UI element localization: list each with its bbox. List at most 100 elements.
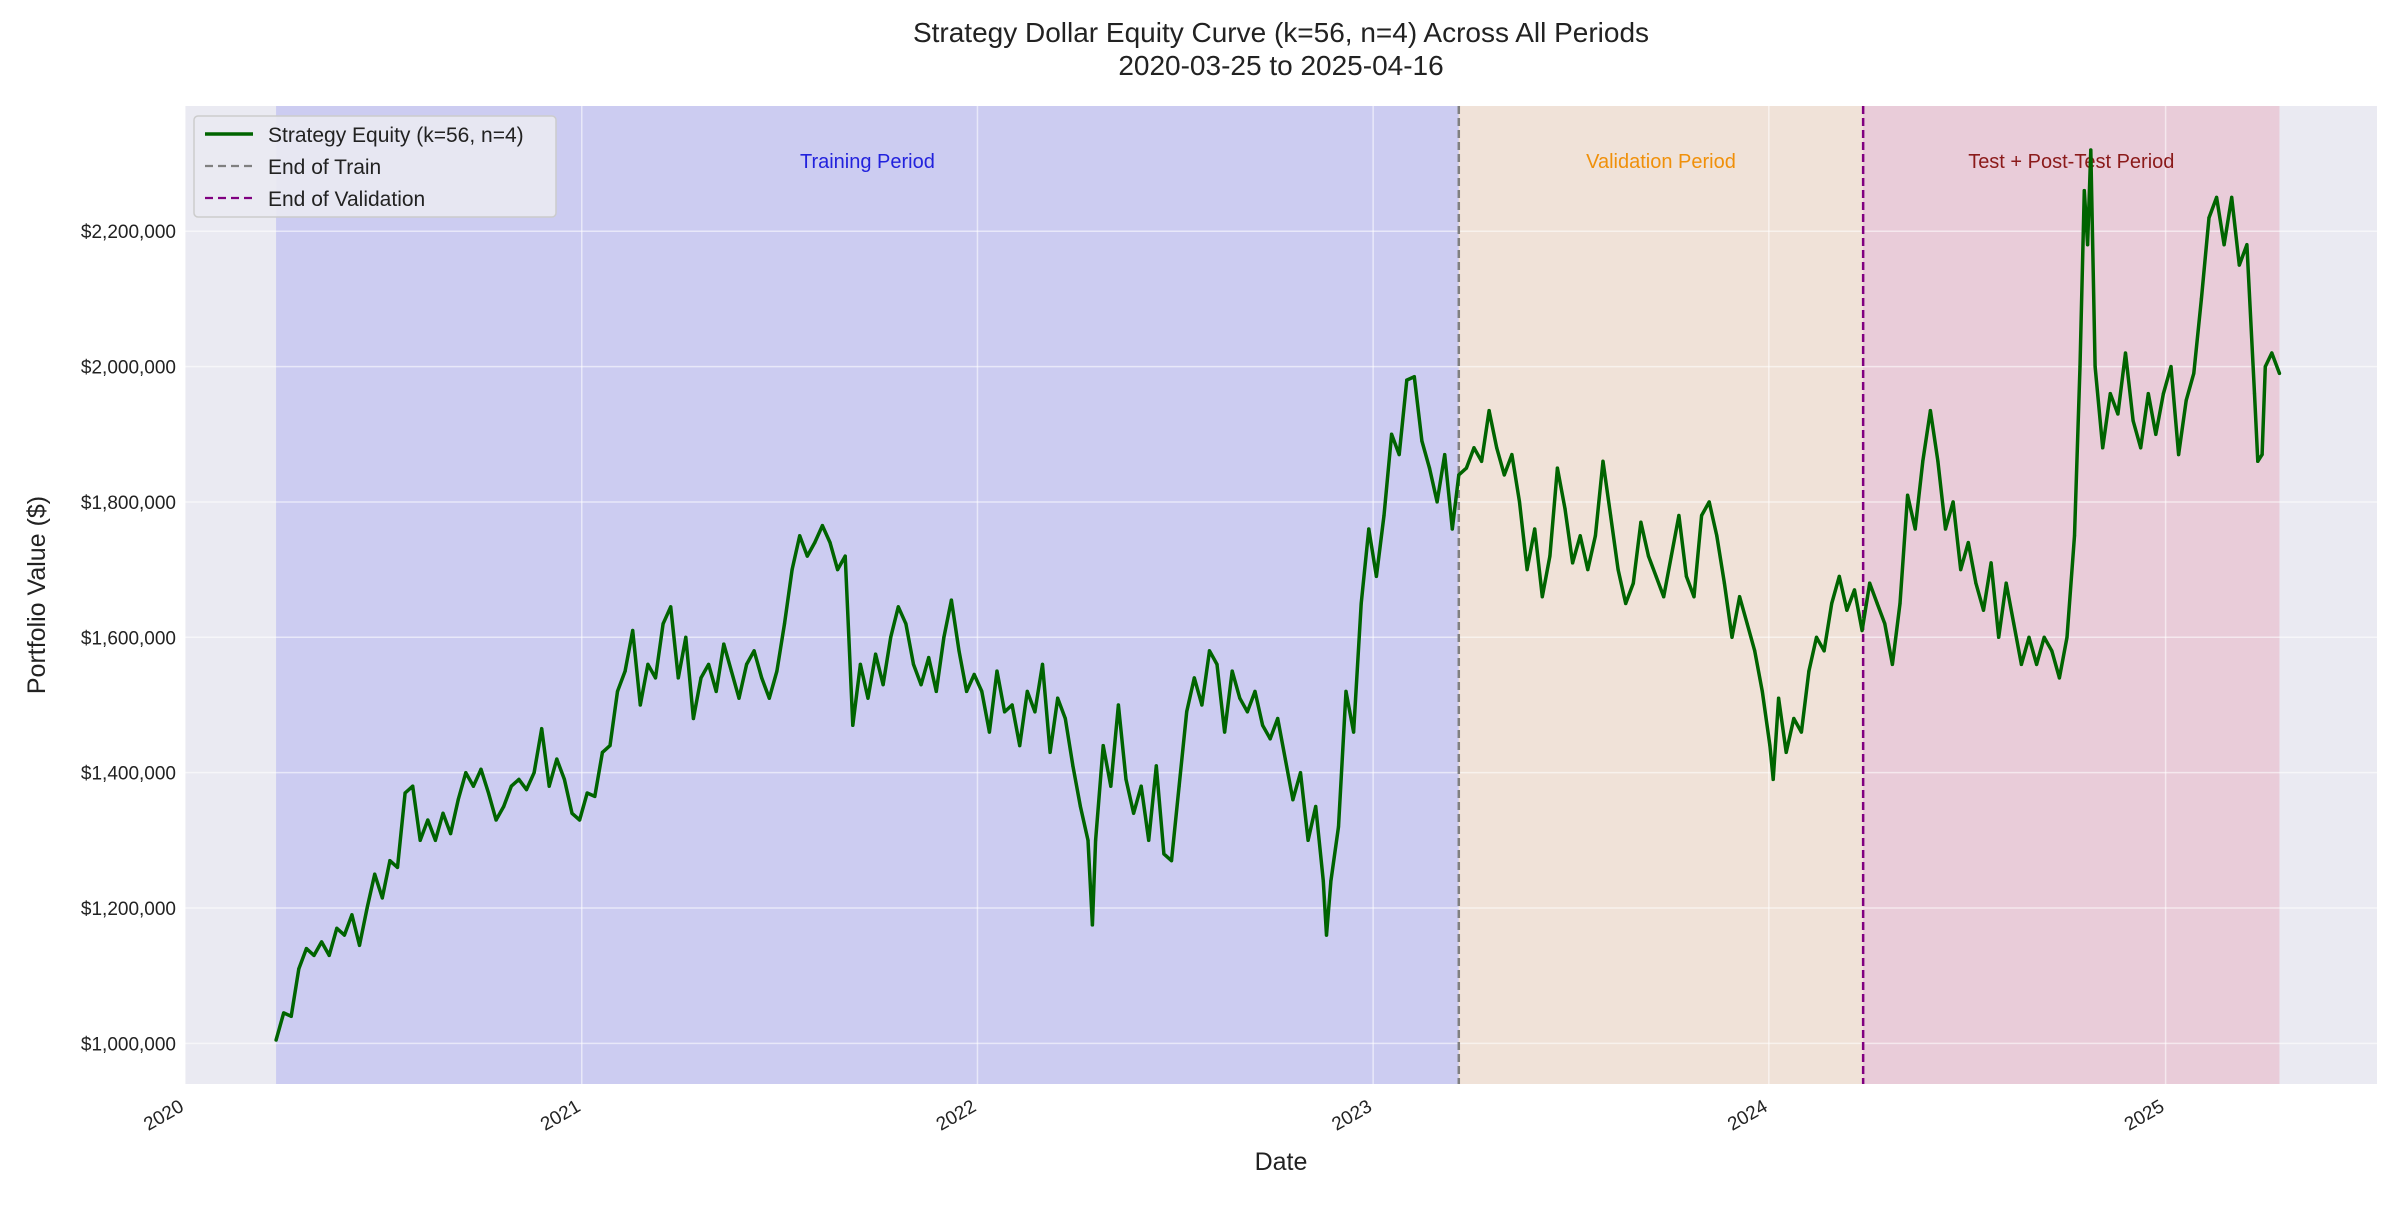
- data-point-0-29: [494, 818, 498, 822]
- data-point-0-221: [1928, 408, 1932, 413]
- data-point-0-70: [805, 554, 809, 558]
- data-point-0-4: [304, 947, 309, 951]
- data-point-0-18: [411, 784, 415, 788]
- data-point-0-243: [2085, 243, 2090, 247]
- data-point-0-105: [1071, 764, 1075, 768]
- data-point-0-125: [1215, 662, 1219, 666]
- data-point-0-2: [289, 1014, 293, 1018]
- data-point-0-210: [1845, 608, 1849, 612]
- data-point-0-102: [1048, 750, 1052, 754]
- data-point-0-172: [1563, 507, 1567, 511]
- data-point-0-179: [1616, 568, 1620, 572]
- data-point-0-162: [1487, 408, 1491, 413]
- data-point-0-3: [297, 967, 301, 971]
- data-point-0-244: [2089, 148, 2093, 152]
- data-point-0-36: [547, 784, 551, 788]
- data-point-0-23: [448, 831, 453, 836]
- legend-label-end-train: End of Train: [268, 156, 381, 179]
- data-point-0-181: [1631, 581, 1635, 585]
- data-point-0-38: [562, 777, 567, 782]
- y-tick-label-3: $1,600,000: [81, 628, 176, 649]
- data-point-0-97: [1010, 703, 1014, 707]
- data-point-0-202: [1784, 750, 1788, 754]
- data-point-0-129: [1245, 710, 1249, 714]
- data-point-0-21: [433, 838, 438, 842]
- data-point-0-58: [714, 689, 718, 694]
- data-point-0-196: [1745, 622, 1749, 626]
- data-point-0-20: [426, 818, 430, 822]
- data-point-0-41: [585, 791, 589, 795]
- data-point-0-5: [312, 953, 316, 958]
- data-point-0-174: [1578, 534, 1582, 538]
- data-point-0-83: [904, 622, 908, 626]
- data-point-0-49: [646, 662, 650, 666]
- data-point-0-65: [767, 696, 771, 700]
- data-point-0-94: [987, 730, 991, 734]
- data-point-0-246: [2101, 446, 2105, 450]
- data-point-0-122: [1192, 676, 1196, 680]
- data-point-0-55: [691, 716, 696, 721]
- data-point-0-266: [2252, 392, 2257, 396]
- data-point-0-87: [934, 689, 938, 694]
- data-point-0-16: [395, 865, 400, 870]
- data-point-0-107: [1086, 838, 1090, 842]
- data-point-0-165: [1510, 452, 1514, 457]
- data-point-0-139: [1321, 879, 1325, 883]
- x-axis-label: Date: [1255, 1148, 1308, 1176]
- data-point-0-37: [555, 757, 559, 761]
- data-point-0-149: [1389, 432, 1394, 436]
- data-point-0-261: [2214, 195, 2219, 199]
- data-point-0-189: [1692, 595, 1696, 599]
- data-point-0-8: [335, 926, 339, 930]
- data-point-0-198: [1760, 689, 1764, 694]
- data-point-0-81: [889, 635, 893, 639]
- data-point-0-73: [828, 540, 832, 545]
- data-point-0-163: [1495, 446, 1499, 450]
- data-point-0-32: [517, 777, 521, 782]
- data-point-0-263: [2230, 195, 2234, 199]
- data-point-0-161: [1479, 459, 1484, 463]
- data-point-0-173: [1571, 561, 1575, 565]
- data-point-0-254: [2161, 392, 2166, 396]
- data-point-0-27: [479, 767, 483, 771]
- data-point-0-12: [365, 906, 369, 910]
- data-point-0-211: [1852, 588, 1857, 592]
- data-point-0-143: [1344, 689, 1348, 694]
- data-point-0-43: [600, 750, 604, 754]
- data-point-0-217: [1898, 601, 1902, 606]
- data-point-0-30: [502, 804, 506, 809]
- data-point-0-85: [919, 683, 923, 687]
- data-point-0-230: [1997, 635, 2001, 639]
- data-point-0-245: [2093, 364, 2097, 369]
- data-point-0-183: [1646, 554, 1651, 558]
- data-point-0-267: [2256, 459, 2260, 463]
- data-point-0-169: [1540, 595, 1544, 599]
- data-point-0-52: [669, 605, 673, 609]
- data-point-0-233: [2019, 662, 2024, 666]
- data-point-0-180: [1624, 601, 1628, 606]
- data-point-0-47: [631, 628, 635, 633]
- data-point-0-271: [2277, 371, 2282, 375]
- chart-subtitle: 2020-03-25 to 2025-04-16: [1118, 50, 1443, 81]
- data-point-0-236: [2042, 635, 2046, 639]
- data-point-0-218: [1905, 493, 1910, 497]
- data-point-0-168: [1533, 527, 1537, 531]
- data-point-0-176: [1593, 534, 1597, 538]
- data-point-0-257: [2184, 398, 2188, 403]
- data-point-0-204: [1799, 730, 1803, 734]
- data-point-0-227: [1974, 581, 1978, 585]
- data-point-0-194: [1730, 635, 1734, 639]
- data-point-0-255: [2169, 364, 2173, 369]
- data-point-0-240: [2072, 534, 2077, 538]
- data-point-0-7: [327, 953, 331, 958]
- region-label-2: Test + Post-Test Period: [1968, 151, 2174, 173]
- y-axis-label: Portfolio Value ($): [23, 496, 51, 694]
- data-point-0-252: [2146, 392, 2150, 396]
- data-point-0-79: [873, 652, 878, 656]
- data-point-0-209: [1837, 574, 1841, 578]
- data-point-0-228: [1981, 608, 1986, 612]
- data-point-0-133: [1276, 716, 1280, 721]
- data-point-0-35: [540, 727, 544, 731]
